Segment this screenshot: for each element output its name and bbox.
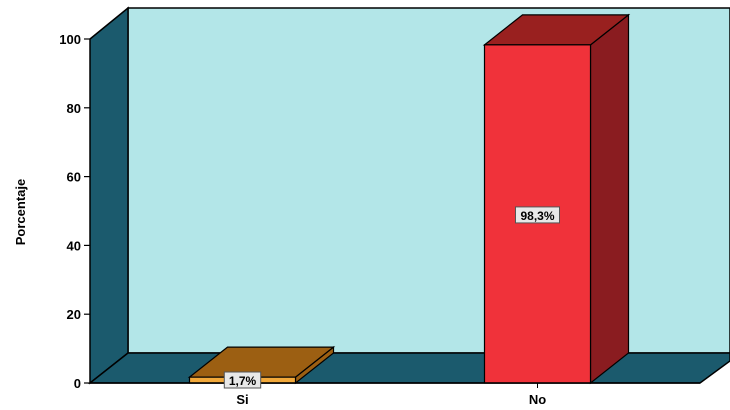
y-axis: 0 20 40 60 80 100	[59, 32, 700, 391]
y-tick-label: 20	[67, 307, 81, 322]
x-axis-categories: Si No	[236, 383, 546, 407]
back-wall	[127, 7, 730, 354]
y-tick-label: 80	[67, 101, 81, 116]
data-label-text: 1,7%	[229, 374, 257, 388]
bar-side-face	[589, 13, 630, 385]
bar-no	[482, 13, 631, 385]
category-label: Si	[236, 392, 248, 407]
data-label-box	[223, 371, 262, 389]
data-label-text: 98,3%	[520, 209, 554, 223]
y-tick-label: 40	[67, 238, 81, 253]
data-labels-group: 1,7% 98,3%	[223, 206, 560, 389]
data-label-no: 98,3%	[515, 206, 560, 224]
y-axis-label: Porcentaje	[13, 179, 28, 245]
data-label-box	[515, 206, 560, 224]
side-wall	[89, 6, 129, 385]
y-tick-label: 100	[59, 32, 81, 47]
data-label-si: 1,7%	[223, 371, 262, 389]
category-label: No	[529, 392, 546, 407]
chart-walls	[87, 6, 730, 385]
y-tick-label: 60	[67, 170, 81, 185]
floor	[87, 352, 730, 384]
y-tick-label: 0	[74, 376, 81, 391]
